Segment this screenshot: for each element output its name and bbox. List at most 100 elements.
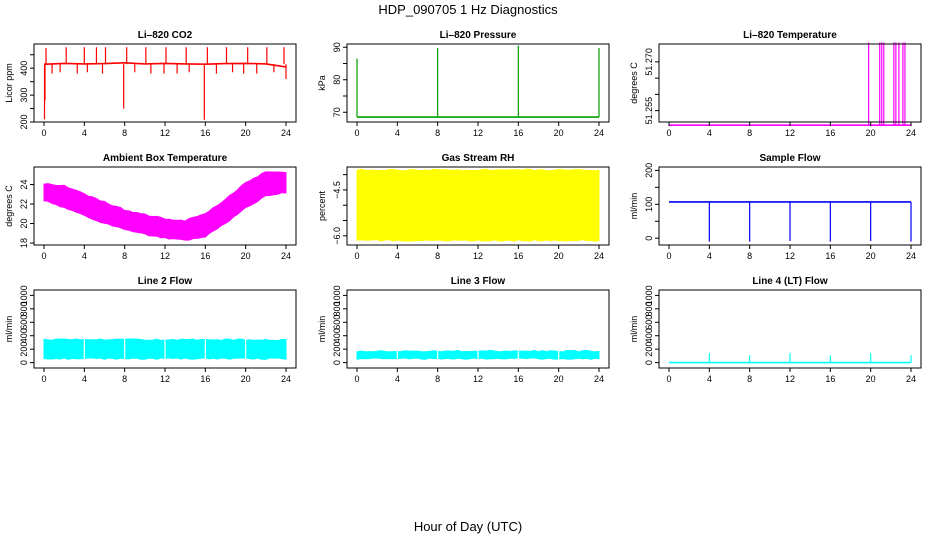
y-tick-label: 400 (19, 61, 29, 76)
y-tick-label: 0 (644, 236, 654, 241)
x-tick-label: 0 (666, 251, 671, 261)
y-axis-label: ml/min (317, 316, 327, 343)
y-tick-label: 600 (19, 315, 29, 330)
x-axis-title: Hour of Day (UTC) (414, 519, 522, 534)
plot-frame (33, 43, 297, 123)
x-tick-label: 24 (281, 251, 291, 261)
y-tick-label: 200 (644, 163, 654, 178)
y-tick-label: 0 (644, 360, 654, 365)
x-tick-label: 20 (866, 128, 876, 138)
x-tick-label: 24 (594, 374, 604, 384)
x-tick-label: 24 (906, 251, 916, 261)
y-axis-label: ml/min (629, 316, 639, 343)
x-tick-label: 4 (395, 251, 400, 261)
y-tick-label: 400 (644, 328, 654, 343)
y-axis-label: percent (317, 190, 327, 221)
x-tick-label: 8 (747, 128, 752, 138)
x-tick-label: 12 (473, 374, 483, 384)
series-0 (43, 47, 287, 120)
x-tick-label: 20 (241, 374, 251, 384)
series-8 (669, 353, 912, 364)
chart-panel: Sample Flow 0 4 8 12 16 20 24 0 100 200 ml/min (629, 153, 922, 261)
x-tick-label: 8 (122, 374, 127, 384)
x-tick-label: 8 (122, 251, 127, 261)
x-tick-label: 20 (866, 251, 876, 261)
x-tick-label: 4 (82, 128, 87, 138)
x-tick-label: 8 (747, 374, 752, 384)
panel-title: Line 2 Flow (138, 276, 193, 287)
y-tick-label: 200 (19, 342, 29, 357)
panel-title: Line 4 (LT) Flow (752, 276, 828, 287)
x-tick-label: 24 (906, 374, 916, 384)
y-tick-label: −6.0 (332, 227, 342, 245)
x-tick-label: 12 (473, 251, 483, 261)
plot-frame (346, 43, 610, 123)
chart-panel: Li–820 CO2 0 4 8 12 16 20 24 200 300 400 Licor ppm (4, 30, 297, 138)
x-tick-label: 16 (200, 251, 210, 261)
x-tick-label: 12 (160, 251, 170, 261)
panel-title: Sample Flow (759, 153, 820, 164)
x-tick-label: 12 (785, 128, 795, 138)
y-tick-label: 51.270 (644, 48, 654, 76)
x-tick-label: 16 (825, 251, 835, 261)
series-3 (43, 171, 287, 241)
x-tick-label: 12 (785, 374, 795, 384)
x-tick-label: 4 (395, 128, 400, 138)
series-2 (669, 42, 911, 126)
figure-title: HDP_090705 1 Hz Diagnostics (378, 2, 558, 17)
chart-panel: Li–820 Pressure 0 4 8 12 16 20 24 70 80 90 kPa (317, 30, 610, 138)
panel-title: Ambient Box Temperature (103, 153, 228, 164)
data-band (356, 168, 600, 242)
y-tick-label: 0 (332, 360, 342, 365)
x-tick-label: 24 (906, 128, 916, 138)
x-tick-label: 0 (41, 374, 46, 384)
x-tick-label: 8 (747, 251, 752, 261)
x-tick-label: 4 (707, 128, 712, 138)
y-tick-label: 100 (644, 197, 654, 212)
x-tick-label: 0 (41, 128, 46, 138)
chart-panel: Line 4 (LT) Flow 0 4 8 12 16 20 24 0 200400600800… (629, 276, 922, 384)
x-tick-label: 12 (160, 128, 170, 138)
series-5 (669, 201, 912, 242)
x-tick-label: 20 (241, 251, 251, 261)
y-axis-label: ml/min (629, 193, 639, 220)
y-tick-label: 24 (19, 180, 29, 190)
x-tick-label: 8 (435, 374, 440, 384)
x-tick-label: 16 (825, 374, 835, 384)
data-line (44, 61, 287, 68)
y-tick-label: 1000 (332, 285, 342, 305)
series-1 (356, 45, 600, 118)
chart-panel: Li–820 Temperature 0 4 8 12 16 20 24 51.255 51.27… (629, 30, 922, 138)
y-tick-label: 1000 (644, 285, 654, 305)
x-tick-label: 16 (200, 374, 210, 384)
y-tick-label: 200 (332, 342, 342, 357)
x-tick-label: 24 (281, 374, 291, 384)
x-tick-label: 0 (666, 128, 671, 138)
panel-title: Line 3 Flow (451, 276, 506, 287)
panel-title: Gas Stream RH (442, 153, 515, 164)
x-tick-label: 20 (554, 374, 564, 384)
y-tick-label: 200 (644, 342, 654, 357)
y-tick-label: 300 (19, 88, 29, 103)
y-axis-label: degrees C (4, 185, 14, 227)
x-tick-label: 24 (594, 128, 604, 138)
y-tick-label: 800 (332, 301, 342, 316)
x-tick-label: 12 (160, 374, 170, 384)
series-7 (356, 349, 600, 361)
y-axis-label: degrees C (629, 62, 639, 104)
y-tick-label: 400 (19, 328, 29, 343)
x-tick-label: 16 (825, 128, 835, 138)
y-tick-label: 800 (19, 301, 29, 316)
y-tick-label: 22 (19, 199, 29, 209)
x-tick-label: 0 (41, 251, 46, 261)
x-tick-label: 16 (513, 374, 523, 384)
x-tick-label: 8 (435, 128, 440, 138)
x-tick-label: 0 (666, 374, 671, 384)
chart-panel: Ambient Box Temperature 0 4 8 12 16 20 24 18 20 22… (4, 153, 297, 261)
x-tick-label: 24 (281, 128, 291, 138)
x-tick-label: 4 (707, 251, 712, 261)
x-tick-label: 16 (513, 128, 523, 138)
